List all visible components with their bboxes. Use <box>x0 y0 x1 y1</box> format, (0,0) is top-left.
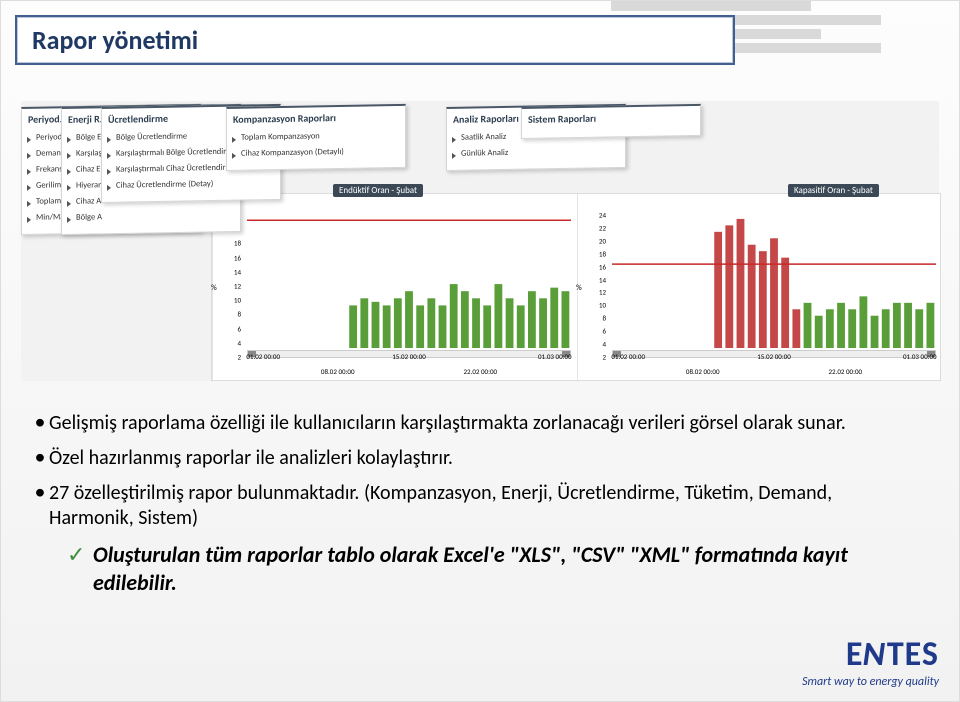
bullet-text: Özel hazırlanmış raporlar ile analizleri… <box>49 446 919 471</box>
sub-bullet: ✓Oluşturulan tüm raporlar tablo olarak E… <box>67 541 919 596</box>
bar-chart: Kapasitif Oran - Şubat%24222018161412108… <box>577 194 942 382</box>
bullet-item: •Özel hazırlanmış raporlar ile analizler… <box>31 446 919 471</box>
bullet-text: Gelişmiş raporlama özelliği ile kullanıc… <box>49 411 919 436</box>
charts-panel: Endüktif Oran - Şubat%222018161412108642… <box>211 193 941 381</box>
chart-plot <box>247 206 571 348</box>
sub-bullet-text: Oluşturulan tüm raporlar tablo olarak Ex… <box>93 541 919 596</box>
card-item[interactable]: Bölge A <box>62 207 240 226</box>
slide: Rapor yönetimi Periyod.PeriyodDemandFrek… <box>0 0 960 702</box>
bullet-dot-icon: • <box>31 446 49 468</box>
bullet-list: •Gelişmiş raporlama özelliği ile kullanı… <box>31 411 919 596</box>
chart-title: Kapasitif Oran - Şubat <box>788 184 879 197</box>
card-item[interactable]: Cihaz Kompanzasyon (Detaylı) <box>227 143 405 162</box>
bullet-item: •Gelişmiş raporlama özelliği ile kullanı… <box>31 411 919 436</box>
y-axis-labels: 24222018161412108642 <box>578 206 608 348</box>
check-icon: ✓ <box>67 541 93 568</box>
report-menu-card[interactable]: Sistem Raporları <box>521 104 701 139</box>
chart-plot <box>612 206 936 348</box>
report-menu-card[interactable]: Kompanzasyon RaporlarıToplam Kompanzasyo… <box>226 104 406 171</box>
page-title: Rapor yönetimi <box>32 24 718 56</box>
logo: ENTES Smart way to energy quality <box>802 634 939 689</box>
x-axis-labels: 01.02 00:0008.02 00:0015.02 00:0022.02 0… <box>612 352 936 376</box>
bullet-item: •27 özelleştirilmiş rapor bulunmaktadır.… <box>31 481 919 531</box>
bullet-text: 27 özelleştirilmiş rapor bulunmaktadır. … <box>49 481 919 531</box>
card-item[interactable]: Cihaz Ücretlendirme (Detay) <box>102 175 280 194</box>
x-axis-labels: 01.02 00:0008.02 00:0015.02 00:0022.02 0… <box>247 352 571 376</box>
title-box: Rapor yönetimi <box>15 15 735 65</box>
brand-text: ENTES <box>802 634 939 675</box>
bar-chart: Endüktif Oran - Şubat%222018161412108642… <box>212 194 577 382</box>
chart-title: Endüktif Oran - Şubat <box>333 184 423 197</box>
dashboard: Periyod.PeriyodDemandFrekansGerilimTopla… <box>21 101 939 381</box>
card-title: Sistem Raporları <box>522 106 700 130</box>
bullet-dot-icon: • <box>31 411 49 433</box>
brand-tagline: Smart way to energy quality <box>802 675 939 689</box>
bullet-dot-icon: • <box>31 481 49 503</box>
card-item[interactable]: Günlük Analiz <box>447 143 625 162</box>
